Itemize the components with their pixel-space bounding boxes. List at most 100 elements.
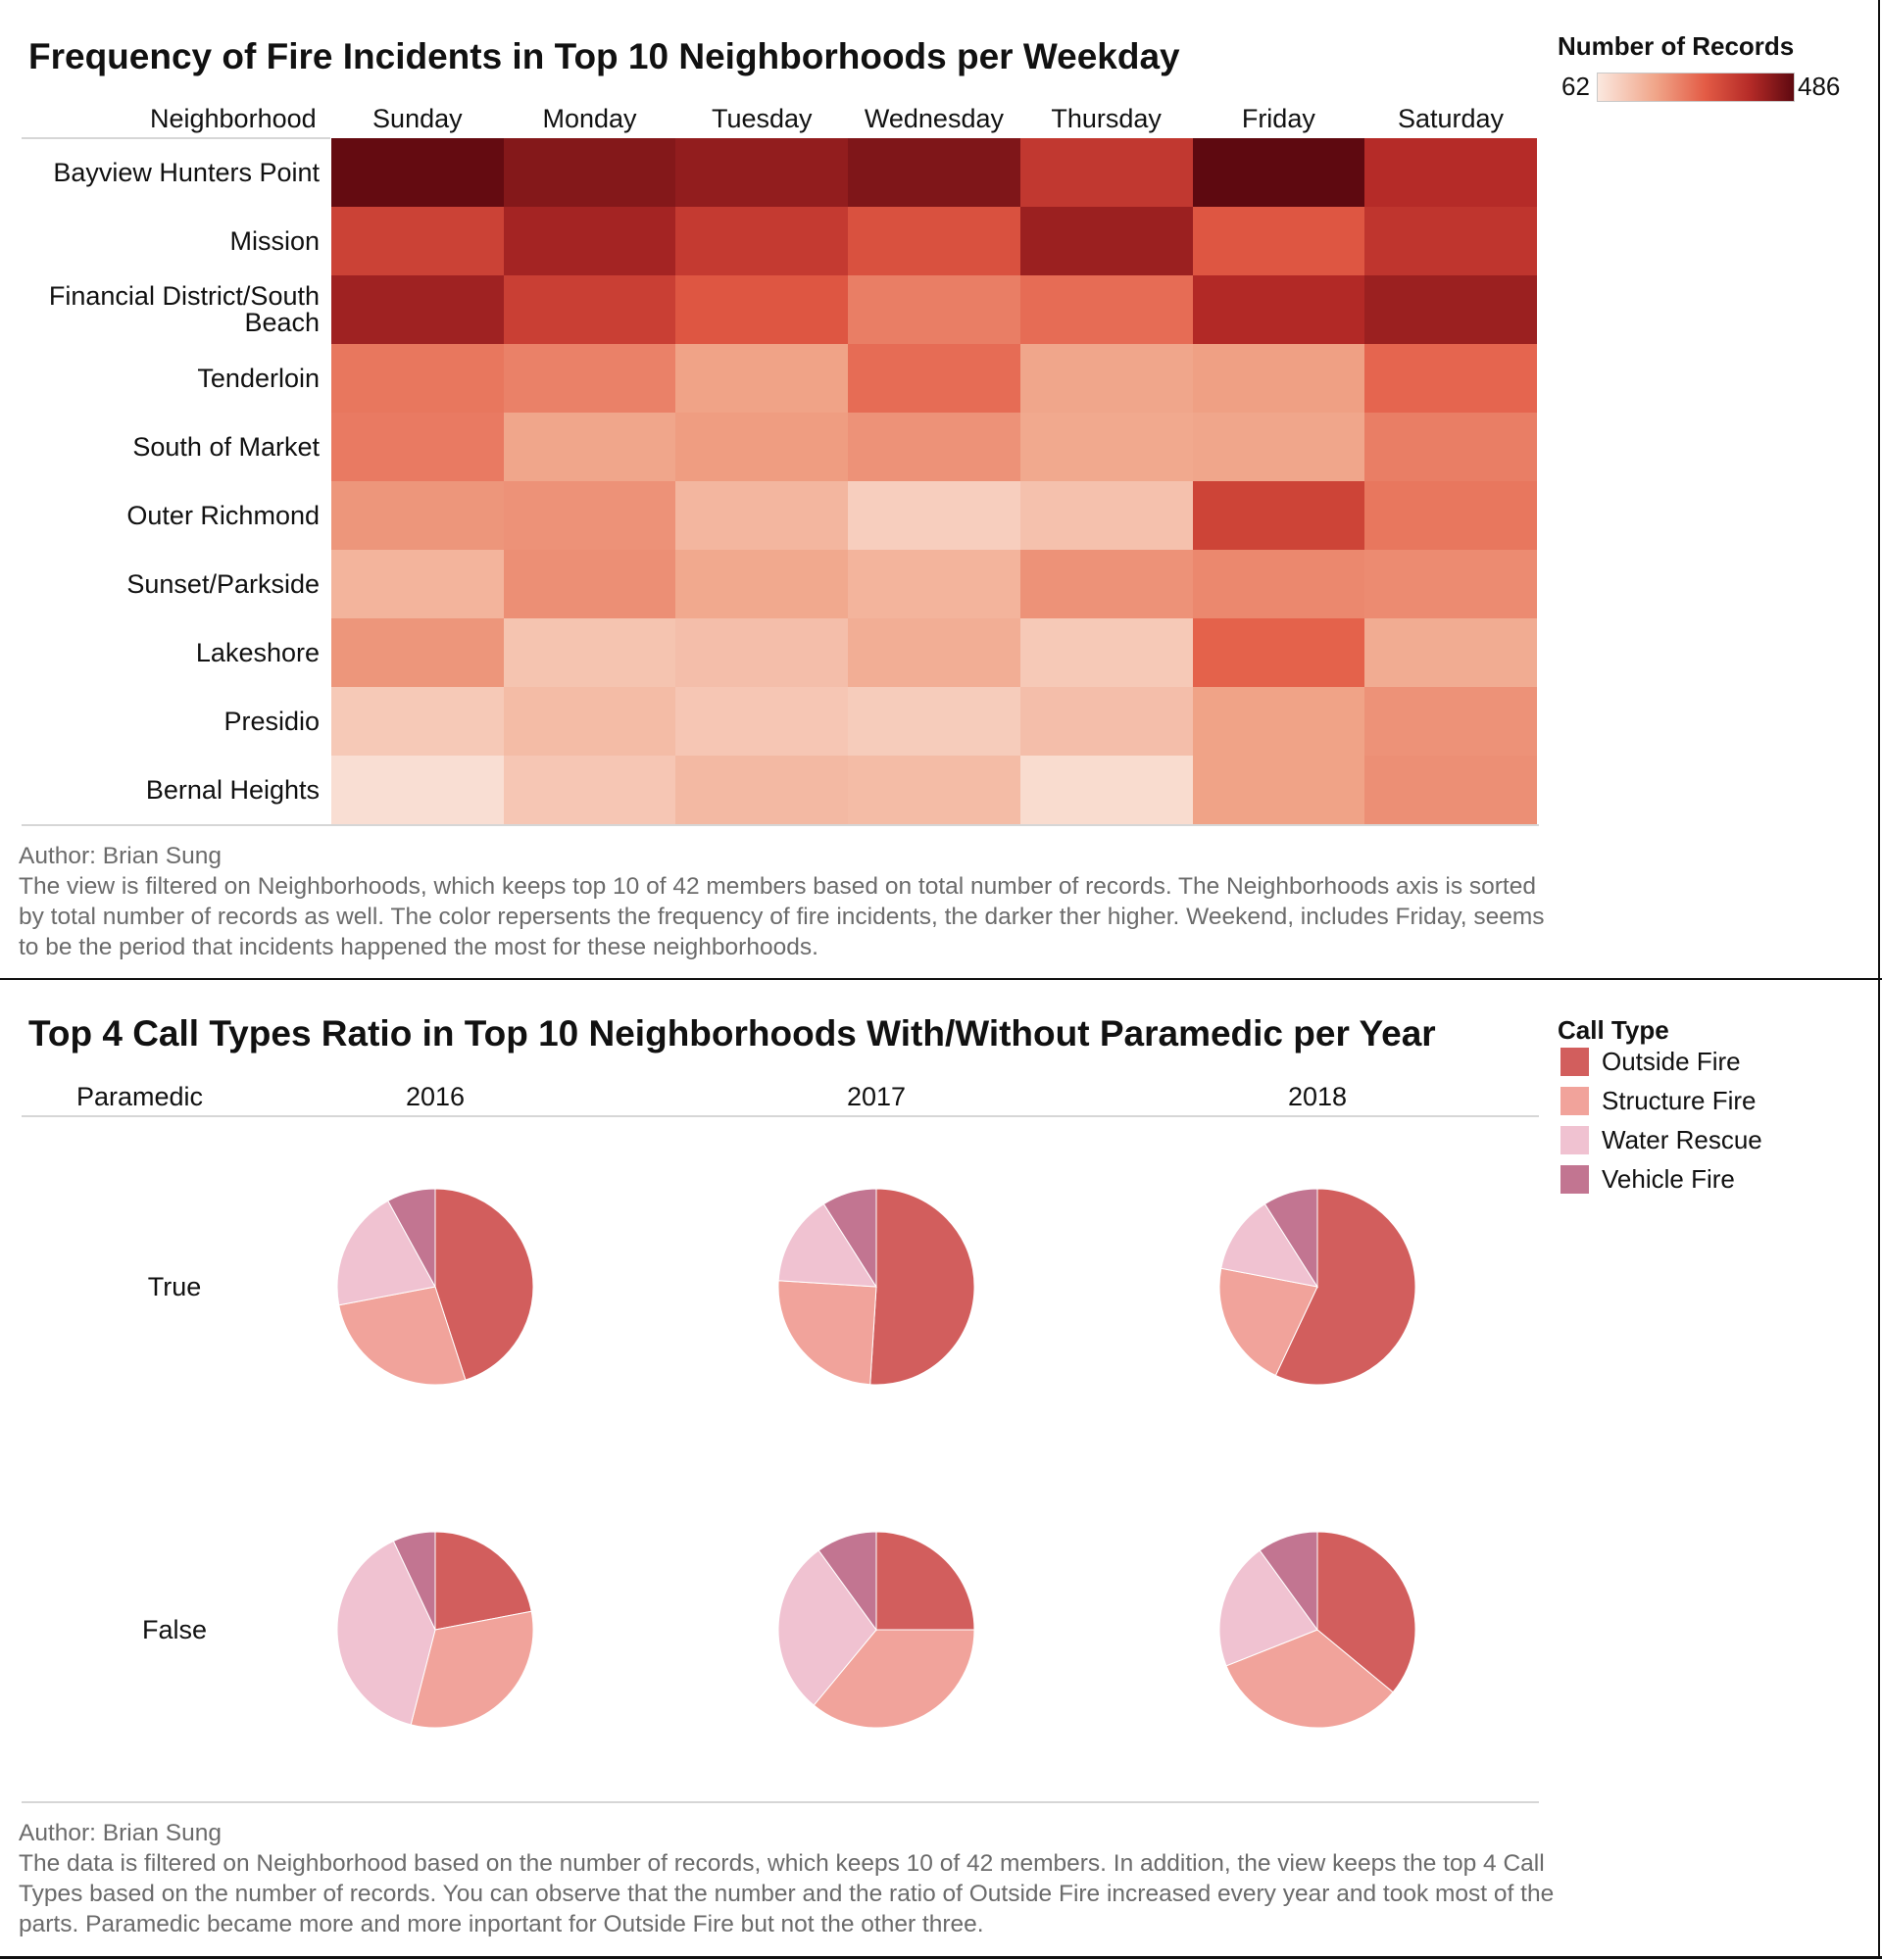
year-header: 2017 (846, 1082, 907, 1111)
pie-slice (813, 1629, 975, 1729)
pie-caption-author: Author: Brian Sung (19, 1820, 223, 1846)
pie-slice (336, 1200, 436, 1306)
weekday-header: Sunday (372, 104, 463, 133)
heatmap-cell (1019, 138, 1194, 208)
pie-slice (1263, 1188, 1318, 1289)
legend-label: Structure Fire (1602, 1086, 1757, 1115)
pie-slice (875, 1531, 975, 1631)
pie-slice (1259, 1531, 1318, 1632)
heatmap-cell (675, 413, 849, 482)
heatmap-cell (503, 687, 676, 757)
heatmap-cell (503, 756, 676, 825)
pie-slice (336, 1540, 436, 1726)
pie-title: Top 4 Call Types Ratio in Top 10 Neighbo… (28, 1013, 1436, 1054)
pie-caption: Author: Brian Sung The data is filtered … (19, 1818, 1567, 1939)
heatmap-cell (331, 481, 505, 551)
heatmap-cell (1364, 207, 1538, 276)
pie-slice (1316, 1531, 1416, 1693)
heatmap-caption-text: The view is filtered on Neighborhoods, w… (19, 873, 1545, 960)
heatmap-cell (675, 618, 849, 688)
heatmap-cell (1019, 275, 1194, 345)
heatmap-cell (848, 756, 1021, 825)
heatmap-bottom-rule (22, 824, 1539, 826)
heatmap-cell (675, 550, 849, 619)
heatmap-cell (848, 687, 1021, 757)
heatmap-cell (675, 687, 849, 757)
neighborhood-header: Neighborhood (150, 104, 317, 133)
pie-slice (777, 1549, 877, 1706)
weekday-header: Friday (1241, 104, 1315, 133)
heatmap-cell (503, 481, 676, 551)
call-type-legend-item: Water Rescue (1560, 1125, 1762, 1155)
paramedic-label: True (147, 1272, 202, 1301)
heatmap-cell (503, 550, 676, 619)
paramedic-label: False (141, 1615, 208, 1644)
heatmap-cell (1364, 481, 1538, 551)
heatmap-cell (331, 138, 505, 208)
color-legend-bar (1597, 73, 1795, 102)
heatmap-cell (1364, 756, 1538, 825)
weekday-header: Saturday (1397, 104, 1505, 133)
heatmap-cell (675, 344, 849, 414)
heatmap-cell (1019, 207, 1194, 276)
legend-label: Outside Fire (1602, 1047, 1741, 1076)
heatmap-cell (1192, 207, 1365, 276)
heatmap-cell (1192, 413, 1365, 482)
pie-chart (1218, 1188, 1416, 1386)
neighborhood-label: Mission (229, 225, 320, 256)
heatmap-cell (1019, 550, 1194, 619)
pie-slice (1218, 1549, 1318, 1667)
pie-bottom-rule (22, 1801, 1539, 1803)
heatmap-cell (1364, 550, 1538, 619)
heatmap-caption: Author: Brian Sung The view is filtered … (19, 841, 1548, 962)
call-type-legend-item: Outside Fire (1560, 1047, 1741, 1077)
heatmap-cell (1192, 344, 1365, 414)
heatmap-cell (331, 550, 505, 619)
heatmap-cell (848, 275, 1021, 345)
heatmap-cell (848, 481, 1021, 551)
pie-slice (817, 1531, 877, 1632)
weekday-header: Wednesday (864, 104, 1004, 133)
heatmap-cell (331, 207, 505, 276)
neighborhood-label: Presidio (223, 706, 320, 736)
heatmap-cell (1364, 413, 1538, 482)
color-legend-max: 486 (1798, 72, 1841, 101)
heatmap-cell (1364, 138, 1538, 208)
heatmap-cell (1192, 756, 1365, 825)
call-type-legend-title: Call Type (1558, 1015, 1669, 1045)
color-legend-min: 62 (1561, 72, 1590, 101)
neighborhood-label: Financial District/South Beach (48, 281, 320, 337)
heatmap-cell (1364, 687, 1538, 757)
heatmap-cell (1019, 481, 1194, 551)
heatmap-cell (1192, 138, 1365, 208)
pie-caption-text: The data is filtered on Neighborhood bas… (19, 1850, 1555, 1937)
heatmap-cell (1019, 756, 1194, 825)
neighborhood-label: Bayview Hunters Point (53, 157, 320, 187)
pie-slice (777, 1280, 877, 1386)
pie-slice (434, 1531, 532, 1631)
legend-swatch (1560, 1126, 1589, 1154)
pie-slice (338, 1286, 467, 1386)
heatmap-cell (1019, 344, 1194, 414)
neighborhood-label: Sunset/Parkside (126, 568, 320, 599)
heatmap-cell (675, 481, 849, 551)
heatmap-cell (1019, 413, 1194, 482)
heatmap-cell (675, 756, 849, 825)
heatmap-cell (503, 413, 676, 482)
neighborhood-label: South of Market (132, 431, 320, 462)
weekday-header: Thursday (1051, 104, 1162, 133)
heatmap-cell (1192, 481, 1365, 551)
color-legend-title: Number of Records (1558, 31, 1795, 61)
heatmap-cell (1019, 618, 1194, 688)
pie-header-rule (22, 1115, 1539, 1117)
pie-slice (1220, 1202, 1319, 1288)
pie-slice (392, 1531, 436, 1631)
legend-label: Water Rescue (1602, 1125, 1762, 1154)
heatmap-cell (675, 275, 849, 345)
heatmap-cell (1192, 275, 1365, 345)
legend-swatch (1560, 1048, 1589, 1076)
heatmap-cell (675, 138, 849, 208)
heatmap-cell (503, 275, 676, 345)
neighborhood-label: Outer Richmond (126, 500, 320, 530)
